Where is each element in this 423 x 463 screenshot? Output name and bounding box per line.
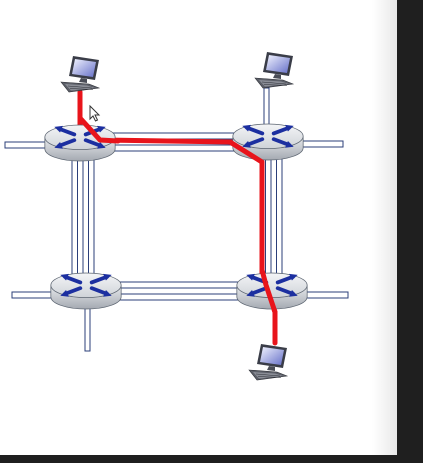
highlighted-path-overlay-3 <box>259 267 278 315</box>
window-frame-right <box>397 0 423 463</box>
highlighted-path-overlay-2 <box>227 139 265 165</box>
router-bottom-left <box>48 271 124 311</box>
host-top-right <box>254 51 294 89</box>
highlighted-path-overlay <box>77 115 121 144</box>
stub-link-top-right <box>297 140 344 148</box>
stub-link-bottom-right <box>302 291 349 299</box>
link-bottom <box>111 281 243 301</box>
window-shadow <box>372 0 398 463</box>
stub-link-host-top-right <box>263 87 270 129</box>
stub-link-top-left <box>4 141 51 149</box>
link-left <box>71 154 95 281</box>
stub-link-bottom-left <box>11 291 58 299</box>
host-bottom-right <box>248 343 288 381</box>
window-frame-bottom <box>0 455 423 463</box>
router-top-left <box>42 123 118 163</box>
mouse-pointer-icon <box>89 104 101 122</box>
host-top-left <box>60 55 100 93</box>
router-top-right <box>230 122 306 162</box>
